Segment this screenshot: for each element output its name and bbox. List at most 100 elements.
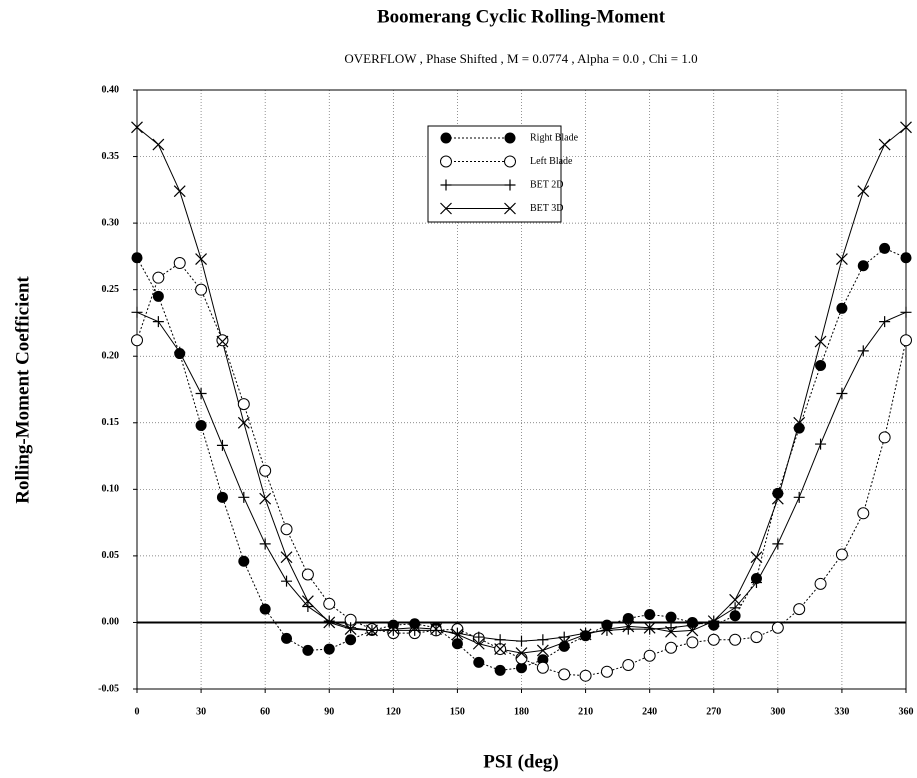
marker (900, 121, 912, 134)
marker (793, 603, 806, 616)
marker (451, 628, 464, 641)
marker (665, 641, 678, 654)
marker (259, 603, 271, 615)
marker (579, 669, 592, 682)
marker (644, 623, 656, 635)
x-tick-label: 0 (135, 706, 140, 717)
marker (579, 628, 592, 641)
y-tick-label: 0.40 (102, 84, 120, 95)
marker (622, 620, 635, 633)
marker (836, 302, 848, 314)
x-tick-label: 210 (578, 706, 593, 717)
x-tick-label: 360 (899, 706, 914, 717)
y-tick-label: 0.30 (102, 217, 120, 228)
marker (622, 612, 634, 624)
x-axis-label: PSI (deg) (483, 751, 558, 772)
marker (281, 575, 293, 587)
marker (238, 491, 250, 503)
marker (686, 624, 699, 637)
marker (323, 616, 336, 629)
marker (707, 615, 720, 628)
marker (643, 621, 656, 634)
legend-marker (440, 132, 452, 144)
marker (473, 631, 485, 643)
marker (216, 439, 228, 451)
marker (173, 185, 186, 198)
marker (558, 640, 570, 652)
legend-marker (504, 179, 516, 191)
marker (772, 538, 784, 550)
marker (259, 464, 272, 477)
marker (237, 398, 250, 411)
marker (729, 602, 741, 614)
marker (216, 491, 228, 503)
legend-marker (440, 155, 452, 168)
marker (622, 659, 635, 672)
marker (665, 625, 677, 638)
marker (216, 334, 229, 347)
marker (472, 637, 485, 650)
marker (323, 615, 335, 627)
marker (451, 627, 463, 639)
marker (516, 635, 527, 647)
marker (301, 568, 314, 581)
marker (301, 595, 314, 608)
marker (622, 623, 634, 635)
marker (408, 621, 421, 634)
marker (601, 624, 613, 636)
marker (238, 555, 250, 567)
x-tick-label: 150 (450, 706, 465, 717)
marker (793, 422, 805, 434)
x-tick-label: 330 (834, 706, 849, 717)
marker (516, 662, 527, 674)
marker (344, 623, 357, 636)
marker (494, 634, 506, 646)
legend-marker (504, 132, 516, 144)
x-tick-label: 180 (514, 706, 529, 717)
marker (900, 252, 912, 264)
marker (665, 611, 677, 623)
marker (580, 627, 592, 639)
marker (879, 316, 891, 328)
legend-label: BET 2D (530, 179, 563, 190)
marker (750, 577, 762, 589)
x-tick-label: 120 (386, 706, 401, 717)
marker (771, 621, 784, 634)
marker (195, 419, 207, 431)
marker (409, 624, 421, 636)
marker (323, 643, 335, 655)
marker (793, 491, 805, 503)
marker (857, 345, 869, 357)
marker (835, 548, 848, 561)
marker (879, 242, 891, 254)
marker (814, 577, 827, 590)
marker (237, 416, 250, 429)
marker (536, 644, 549, 657)
marker (857, 185, 870, 198)
marker (601, 623, 613, 636)
legend-marker (504, 202, 516, 215)
marker (750, 631, 763, 644)
legend-label: BET 3D (530, 203, 563, 214)
marker (131, 306, 143, 318)
chart-title: Boomerang Cyclic Rolling-Moment (377, 6, 666, 27)
plot-frame (136, 89, 907, 690)
x-tick-label: 270 (706, 706, 721, 717)
marker (729, 633, 742, 646)
marker (835, 253, 848, 265)
marker (174, 346, 186, 358)
marker (558, 631, 570, 643)
marker (815, 438, 827, 450)
marker (772, 487, 784, 499)
x-tick-label: 60 (260, 706, 270, 717)
legend: Right Blade Left Blade BET 2D BET 3D (427, 125, 579, 223)
marker (345, 634, 357, 646)
marker (259, 492, 272, 505)
marker (387, 624, 399, 636)
marker (280, 523, 293, 536)
marker (836, 387, 848, 399)
marker (878, 431, 891, 444)
marker (173, 257, 186, 270)
marker (815, 360, 827, 372)
legend-label: Right Blade (530, 132, 579, 143)
